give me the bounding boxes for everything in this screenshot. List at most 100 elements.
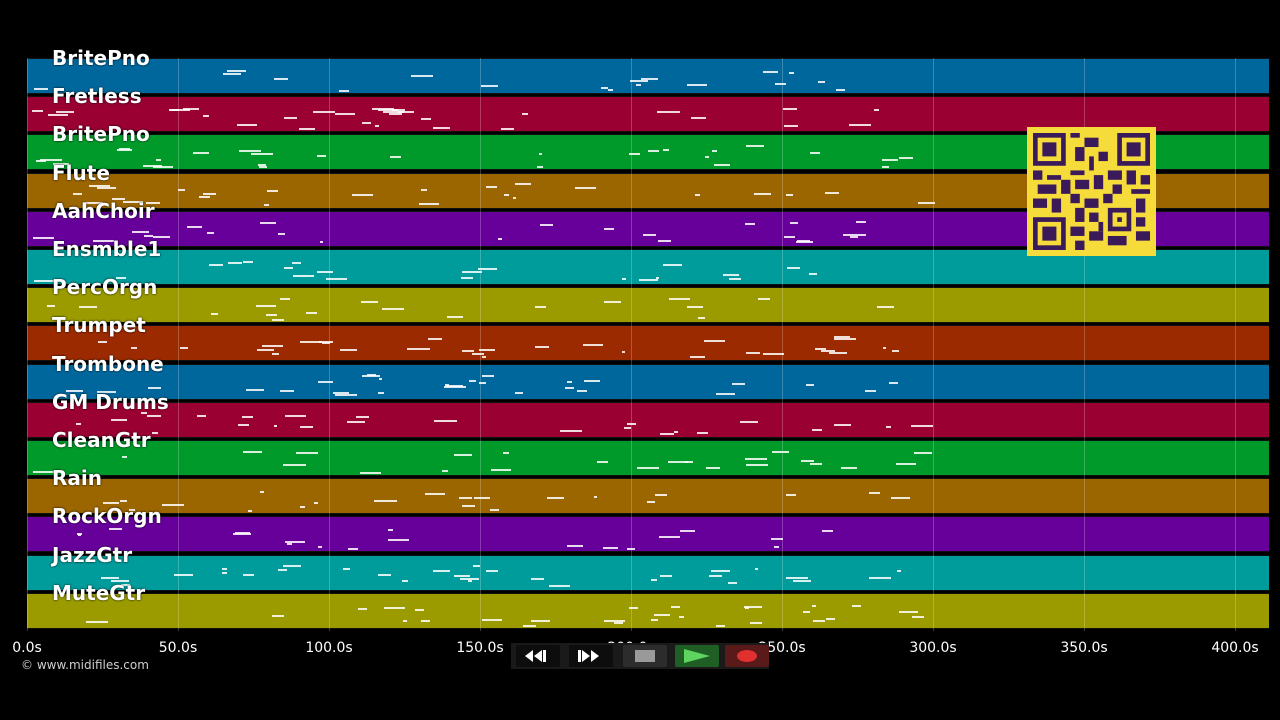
note-mark	[891, 497, 910, 500]
record-icon	[737, 650, 757, 662]
note-mark	[786, 266, 801, 269]
play-button[interactable]	[675, 645, 719, 667]
note-mark	[811, 605, 817, 608]
record-button[interactable]	[725, 645, 769, 667]
note-mark	[684, 461, 693, 464]
note-mark	[754, 568, 759, 571]
note-mark	[180, 347, 188, 350]
note-mark	[600, 87, 608, 90]
note-mark	[812, 620, 826, 623]
note-mark	[259, 166, 268, 169]
note-mark	[582, 344, 603, 347]
note-mark	[444, 384, 450, 387]
note-mark	[332, 392, 349, 395]
note-mark	[810, 462, 823, 465]
note-mark	[193, 152, 209, 155]
rewind-button[interactable]	[516, 645, 560, 667]
note-mark	[911, 615, 925, 618]
note-mark	[705, 467, 720, 470]
note-mark	[842, 233, 866, 236]
note-mark	[716, 624, 726, 627]
note-mark	[817, 81, 826, 84]
note-mark	[145, 201, 161, 204]
note-mark	[515, 182, 532, 185]
track-label: RockOrgn	[52, 504, 162, 529]
stop-button[interactable]	[623, 645, 667, 667]
note-mark	[389, 113, 402, 116]
note-mark	[421, 188, 428, 191]
note-mark	[670, 605, 681, 608]
note-mark	[627, 423, 636, 426]
track-label: GM Drums	[52, 389, 169, 414]
note-mark	[535, 305, 547, 308]
note-mark	[784, 236, 795, 239]
note-mark	[361, 121, 372, 124]
note-mark	[352, 193, 373, 196]
note-mark	[576, 390, 587, 393]
note-mark	[82, 202, 103, 205]
note-mark	[407, 347, 431, 350]
note-mark	[549, 585, 571, 588]
note-mark	[374, 500, 397, 503]
note-mark	[197, 415, 207, 418]
note-mark	[821, 350, 835, 353]
time-gridline	[329, 58, 330, 631]
note-mark	[603, 547, 619, 550]
track-label: CleanGtr	[52, 428, 151, 452]
note-mark	[744, 458, 767, 461]
note-mark	[432, 126, 450, 129]
time-gridline	[631, 58, 632, 631]
note-mark	[763, 71, 778, 74]
note-mark	[264, 203, 269, 206]
note-mark	[785, 576, 809, 579]
time-tick-label: 400.0s	[1211, 640, 1259, 656]
note-mark	[668, 460, 688, 463]
note-mark	[710, 570, 730, 573]
note-mark	[47, 113, 68, 116]
qr-code	[1027, 127, 1156, 256]
note-mark	[169, 109, 191, 112]
note-mark	[584, 379, 601, 382]
note-mark	[97, 341, 107, 344]
note-mark	[679, 529, 695, 532]
note-mark	[238, 423, 250, 426]
time-tick-label: 0.0s	[12, 640, 42, 656]
note-mark	[881, 165, 890, 168]
note-mark	[447, 315, 463, 318]
note-mark	[697, 432, 709, 435]
note-mark	[397, 111, 414, 114]
track-label: Ensmble1	[52, 237, 162, 261]
fast-forward-button[interactable]	[569, 645, 613, 667]
note-mark	[651, 578, 657, 581]
note-mark	[247, 509, 253, 512]
note-mark	[32, 109, 43, 112]
note-mark	[360, 301, 379, 304]
note-mark	[538, 152, 543, 155]
note-mark	[750, 622, 762, 625]
note-mark	[279, 389, 295, 392]
note-mark	[92, 240, 114, 243]
note-mark	[786, 194, 793, 197]
time-gridline	[933, 58, 934, 631]
note-mark	[387, 529, 393, 532]
note-mark	[891, 350, 900, 353]
note-mark	[221, 571, 228, 574]
note-mark	[910, 424, 934, 427]
note-mark	[622, 277, 627, 280]
note-mark	[46, 304, 55, 307]
note-mark	[202, 192, 216, 195]
note-mark	[490, 508, 500, 511]
note-mark	[76, 532, 82, 535]
note-mark	[285, 540, 306, 543]
note-mark	[834, 337, 856, 340]
note-mark	[757, 298, 770, 301]
note-mark	[419, 203, 439, 206]
note-mark	[886, 426, 891, 429]
note-mark	[462, 270, 483, 273]
note-mark	[648, 150, 659, 153]
note-mark	[372, 108, 395, 111]
note-mark	[282, 565, 301, 568]
note-mark	[686, 83, 707, 86]
note-mark	[653, 614, 670, 617]
note-mark	[647, 500, 656, 503]
